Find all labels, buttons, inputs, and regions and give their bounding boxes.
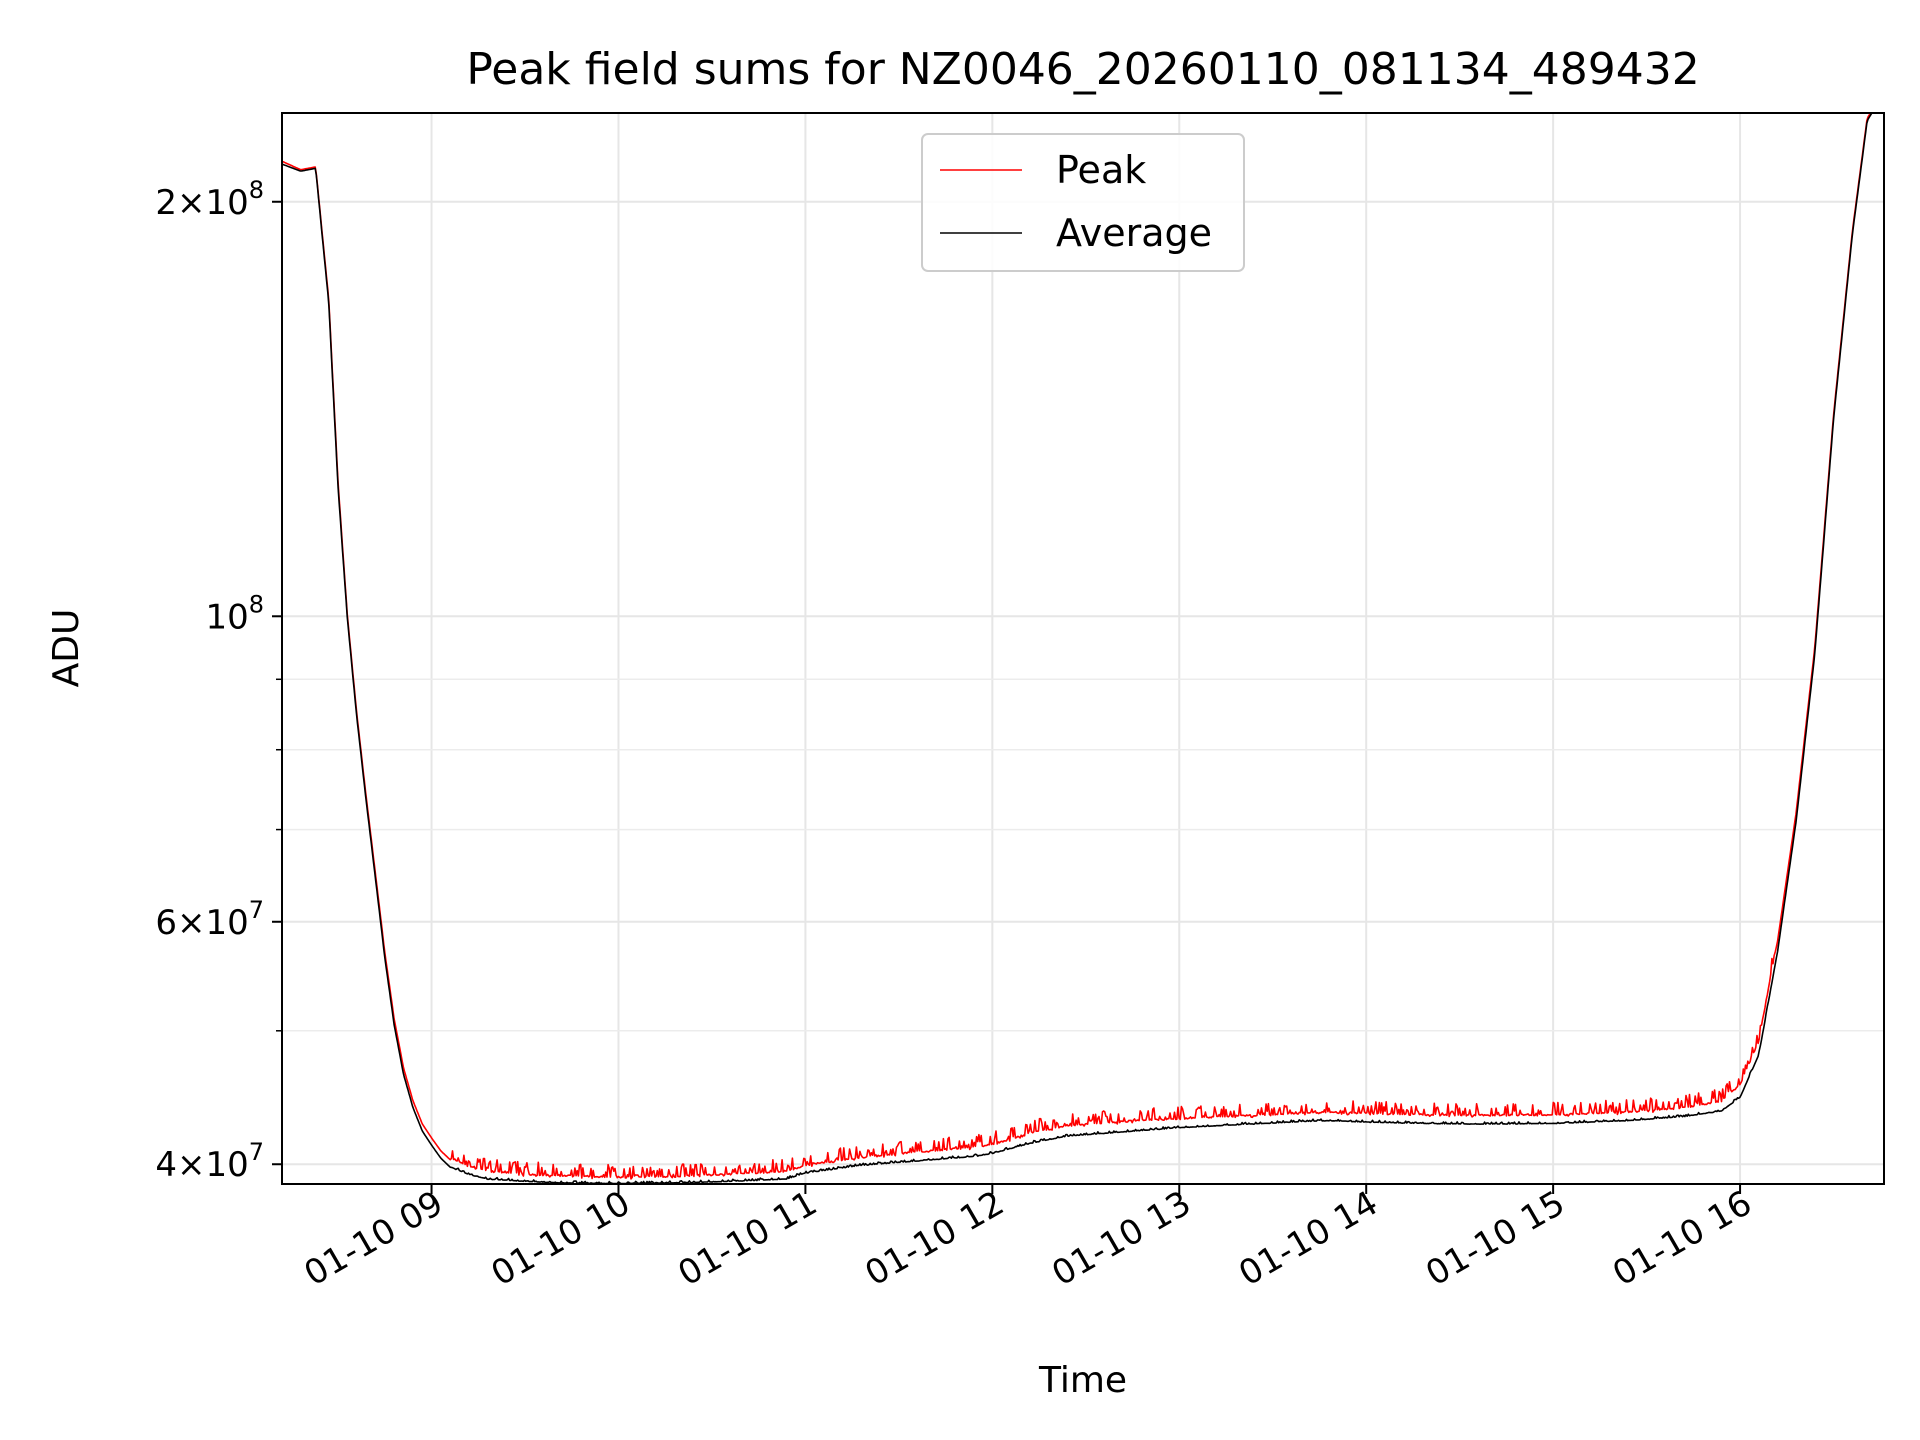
legend: Peak Average xyxy=(921,133,1245,272)
chart-title: Peak field sums for NZ0046_20260110_0811… xyxy=(466,44,1699,95)
legend-label-average: Average xyxy=(1056,211,1212,255)
legend-box xyxy=(921,133,1245,272)
y-tick-label: 108 xyxy=(205,590,264,637)
y-axis-label: ADU xyxy=(46,609,87,688)
plot-frame xyxy=(281,112,1885,1185)
y-tick-label: 2×108 xyxy=(155,176,264,223)
series-line-average xyxy=(282,113,1873,1184)
series-layer xyxy=(282,113,1873,1184)
legend-label-peak: Peak xyxy=(1056,148,1146,192)
y-axis: 4×107 6×107 108 2×108 xyxy=(155,176,282,1185)
series-line-peak xyxy=(282,113,1872,1180)
y-tick-label: 6×107 xyxy=(155,896,264,943)
y-tick-label: 4×107 xyxy=(155,1138,264,1185)
grid-lines xyxy=(282,113,1884,1184)
x-axis-label: Time xyxy=(1038,1360,1127,1401)
